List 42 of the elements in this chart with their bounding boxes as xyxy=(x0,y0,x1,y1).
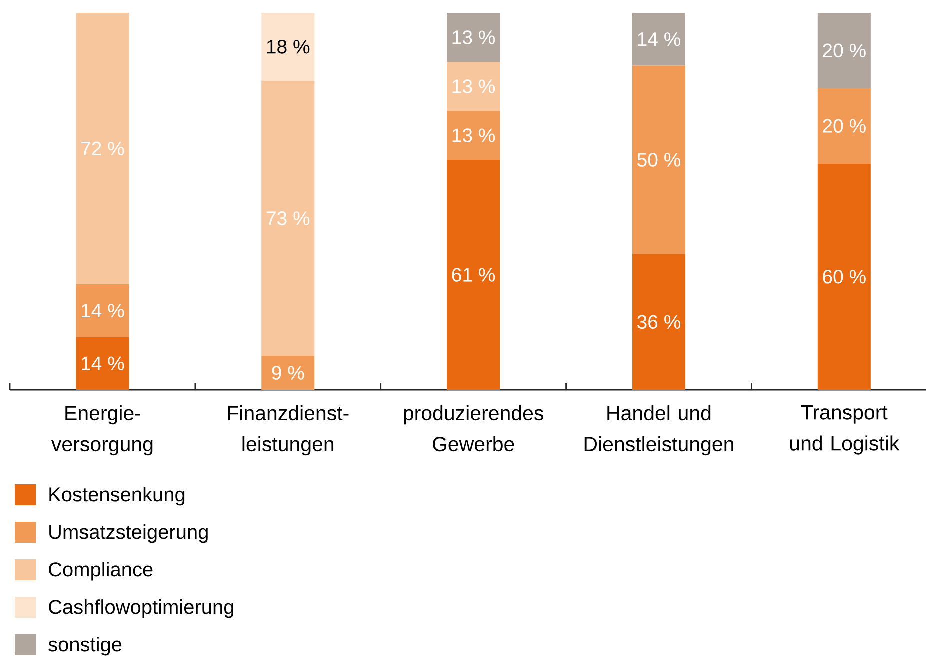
bar xyxy=(262,356,315,390)
x-tick-label: Handel und Dienstleistungen xyxy=(584,406,734,456)
data-label: 13 % xyxy=(452,80,496,94)
data-label: 9 % xyxy=(272,366,304,380)
data-label: 14 % xyxy=(82,304,124,318)
bar xyxy=(447,111,500,160)
bar xyxy=(632,12,686,66)
legend-label: sonstige xyxy=(48,637,122,656)
data-label: 14 % xyxy=(82,356,124,370)
bar xyxy=(447,160,500,390)
bar xyxy=(262,12,315,81)
data-label: 20 % xyxy=(823,119,866,133)
data-label: 61 % xyxy=(452,268,496,282)
legend-label: Cashflowoptimierung xyxy=(49,600,234,618)
data-label: 73 % xyxy=(266,212,310,226)
bar xyxy=(818,164,871,390)
data-label: 14 % xyxy=(638,32,680,46)
data-label: 36 % xyxy=(638,315,680,330)
data-label: 20 % xyxy=(823,44,866,58)
bar xyxy=(632,66,686,254)
data-label: 18 % xyxy=(267,40,310,54)
x-tick-label: Energie-versorgung xyxy=(52,406,153,456)
bar xyxy=(632,254,686,390)
data-label: 72 % xyxy=(82,142,124,156)
x-tick-label: produzierendes Gewerbe xyxy=(404,406,544,452)
x-tick-label: Transport und Logistik xyxy=(790,406,900,455)
bar xyxy=(76,337,130,390)
x-tick-label: Finanzdienst-leistungen xyxy=(228,406,349,456)
legend-label: Compliance xyxy=(49,562,153,581)
legend-label: Kostensenkung xyxy=(50,487,185,506)
bar xyxy=(262,80,315,356)
bar xyxy=(447,62,500,112)
bar xyxy=(818,88,871,164)
data-label: 13 % xyxy=(452,30,496,44)
bar xyxy=(76,284,130,338)
bar xyxy=(76,12,130,284)
data-label: 50 % xyxy=(638,153,680,167)
bar xyxy=(818,12,871,88)
legend-label: Umsatzsteigerung xyxy=(50,524,208,544)
data-label: 13 % xyxy=(452,128,496,142)
bar xyxy=(447,12,500,62)
data-label: 60 % xyxy=(823,270,866,284)
